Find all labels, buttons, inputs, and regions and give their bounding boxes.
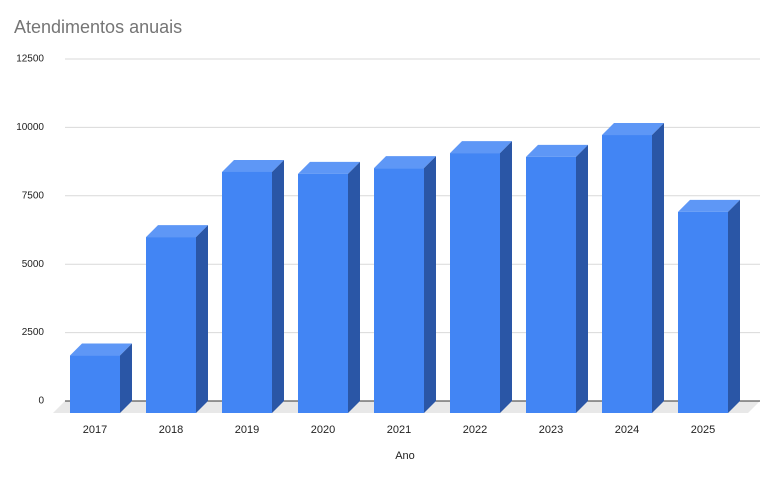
bar-top <box>450 141 512 154</box>
bar <box>146 237 196 413</box>
bar <box>450 153 500 413</box>
y-tick-label: 12500 <box>16 54 44 65</box>
bar <box>222 171 272 413</box>
bar <box>374 168 424 413</box>
y-tick-label: 2500 <box>22 327 45 338</box>
chart-title: Atendimentos anuais <box>14 17 182 37</box>
bar-top <box>298 161 360 174</box>
bar-top <box>602 123 664 136</box>
bar-top <box>222 159 284 172</box>
bar <box>70 355 120 413</box>
x-tick-label: 2025 <box>691 424 715 436</box>
bar-top <box>374 156 436 169</box>
bar <box>602 135 652 413</box>
y-tick-label: 10000 <box>16 122 44 133</box>
x-tick-label: 2020 <box>311 424 335 436</box>
bar-side <box>196 225 208 413</box>
x-tick-label: 2021 <box>387 424 411 436</box>
bar-side <box>728 199 740 413</box>
bar <box>526 156 576 413</box>
bar-side <box>652 123 664 413</box>
x-tick-label: 2022 <box>463 424 487 436</box>
bar-top <box>146 225 208 238</box>
bar-side <box>500 141 512 413</box>
y-tick-label: 7500 <box>22 190 45 201</box>
x-tick-label: 2017 <box>83 424 107 436</box>
x-axis-title: Ano <box>395 450 415 462</box>
x-tick-label: 2019 <box>235 424 259 436</box>
x-tick-label: 2018 <box>159 424 183 436</box>
bar-top <box>70 343 132 356</box>
y-tick-label: 0 <box>38 396 44 407</box>
bar-side <box>576 144 588 413</box>
bar-top <box>526 144 588 157</box>
bar <box>678 211 728 413</box>
y-tick-label: 5000 <box>22 259 45 270</box>
bar-side <box>272 159 284 413</box>
x-tick-label: 2023 <box>539 424 563 436</box>
bar-side <box>424 156 436 414</box>
bar-side <box>120 343 132 413</box>
x-tick-label: 2024 <box>615 424 639 436</box>
bar-side <box>348 161 360 413</box>
bar-top <box>678 199 740 212</box>
bar <box>298 173 348 413</box>
